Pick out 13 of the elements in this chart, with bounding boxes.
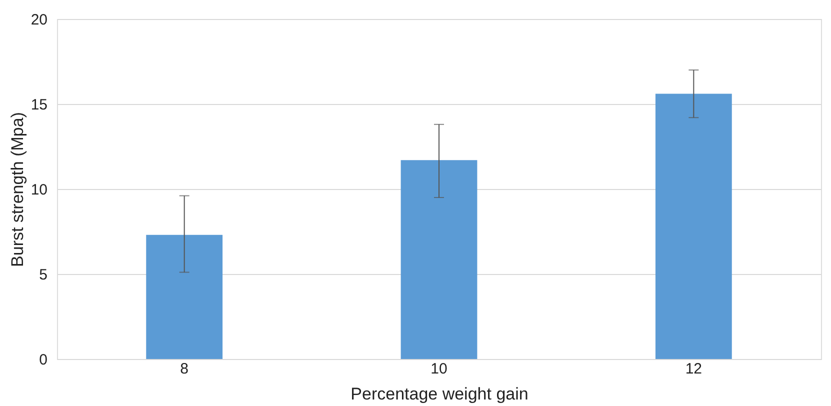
y-tick-label: 15	[30, 96, 48, 114]
y-tick-label: 5	[39, 266, 48, 284]
x-tick-label: 10	[430, 360, 448, 378]
y-tick-label: 10	[30, 182, 48, 198]
y-tick-label: 20	[30, 12, 48, 28]
bar	[655, 94, 732, 359]
x-tick-label: 8	[180, 360, 189, 378]
y-tick-label: 0	[39, 352, 48, 368]
y-axis-title: Burst strength (Mpa)	[8, 112, 27, 267]
bar	[400, 160, 478, 359]
x-axis-title: Percentage weight gain	[350, 384, 528, 404]
bar	[146, 234, 223, 359]
x-tick-label: 12	[685, 360, 702, 378]
